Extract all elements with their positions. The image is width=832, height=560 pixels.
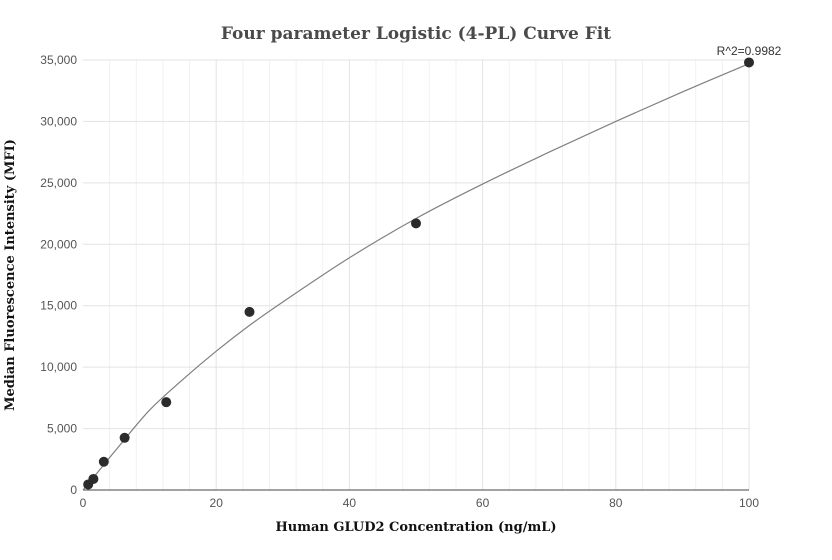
y-axis-label: Median Fluorescence Intensity (MFI)	[3, 139, 18, 411]
x-tick-label: 100	[739, 496, 759, 510]
y-tick-label: 15,000	[40, 299, 77, 313]
y-tick-label: 20,000	[40, 237, 77, 251]
r-squared-annotation: R^2=0.9982	[717, 44, 782, 58]
y-tick-label: 10,000	[40, 360, 77, 374]
y-tick-label: 0	[70, 483, 77, 497]
data-point	[161, 397, 172, 408]
y-tick-label: 30,000	[40, 114, 77, 128]
y-tick-label: 25,000	[40, 176, 77, 190]
y-tick-labels: 0 5,000 10,000 15,000 20,000 25,000 30,000 35,0…	[40, 53, 77, 497]
y-tick-label: 35,000	[40, 53, 77, 67]
x-tick-label: 40	[343, 496, 357, 510]
data-point	[88, 473, 99, 484]
x-axis-label: Human GLUD2 Concentration (ng/mL)	[275, 520, 556, 535]
data-point	[98, 456, 109, 467]
data-point	[744, 57, 754, 68]
x-tick-label: 60	[476, 496, 490, 510]
x-tick-label: 0	[80, 496, 87, 510]
minor-gridlines	[109, 60, 723, 490]
data-point	[119, 432, 130, 443]
x-tick-label: 80	[609, 496, 623, 510]
x-tick-labels: 0 20 40 60 80 100	[80, 496, 760, 510]
y-tick-label: 5,000	[47, 422, 77, 436]
x-tick-label: 20	[210, 496, 224, 510]
major-gridlines	[83, 59, 750, 490]
chart-title: Four parameter Logistic (4-PL) Curve Fit	[221, 24, 611, 44]
data-point	[244, 306, 255, 317]
data-points	[83, 57, 754, 490]
fit-curve-line	[82, 63, 750, 491]
data-point	[411, 218, 421, 229]
